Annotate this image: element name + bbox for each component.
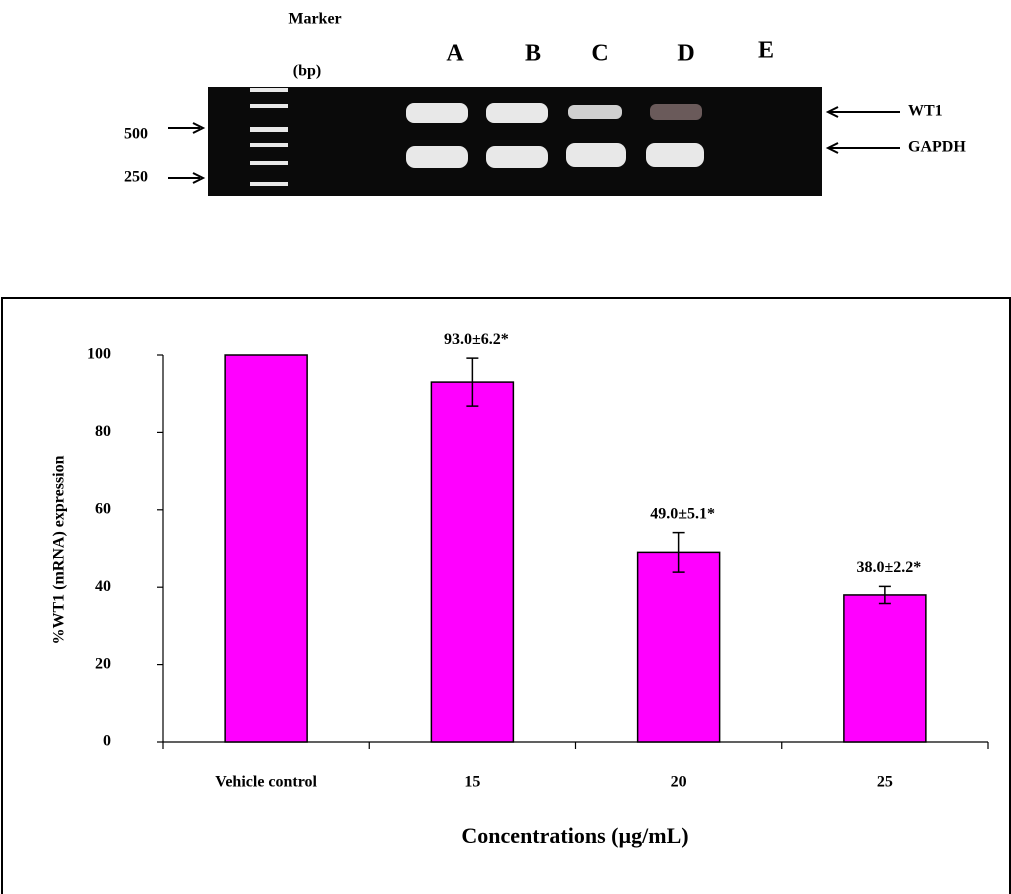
band-label: GAPDH (908, 139, 966, 156)
bar (844, 595, 926, 742)
x-axis-title: Concentrations (µg/mL) (461, 823, 688, 848)
lane-label: A (446, 41, 464, 67)
lane-label: B (525, 41, 541, 67)
y-tick-label: 20 (95, 655, 111, 672)
y-tick-label: 60 (95, 500, 111, 517)
unit-label: (bp) (293, 63, 321, 80)
bar (638, 552, 720, 742)
y-tick-label: 40 (95, 578, 111, 595)
lane-label: C (591, 41, 608, 67)
lane-label: E (758, 38, 774, 64)
y-axis-title: %WT1 (mRNA) expression (51, 455, 68, 644)
x-tick-label: Vehicle control (215, 774, 317, 791)
lane-label: D (677, 41, 694, 67)
value-label: 93.0±6.2* (444, 331, 509, 348)
figure: Marker (bp) A B C D E 500 250 WT1 GAPDH … (0, 0, 1011, 894)
bar (225, 355, 307, 742)
x-tick-label: 25 (877, 774, 893, 791)
x-tick-label: 15 (464, 774, 480, 791)
y-tick-label: 0 (103, 733, 111, 750)
y-tick-label: 80 (95, 423, 111, 440)
gel-image (208, 87, 822, 196)
band-label: WT1 (908, 103, 943, 120)
value-label: 49.0±5.1* (650, 505, 715, 522)
size-label: 250 (124, 169, 148, 186)
marker-label: Marker (288, 11, 341, 28)
value-label: 38.0±2.2* (856, 559, 921, 576)
size-label: 500 (124, 126, 148, 143)
bar (431, 382, 513, 742)
x-tick-label: 20 (671, 774, 687, 791)
y-tick-label: 100 (87, 346, 111, 363)
